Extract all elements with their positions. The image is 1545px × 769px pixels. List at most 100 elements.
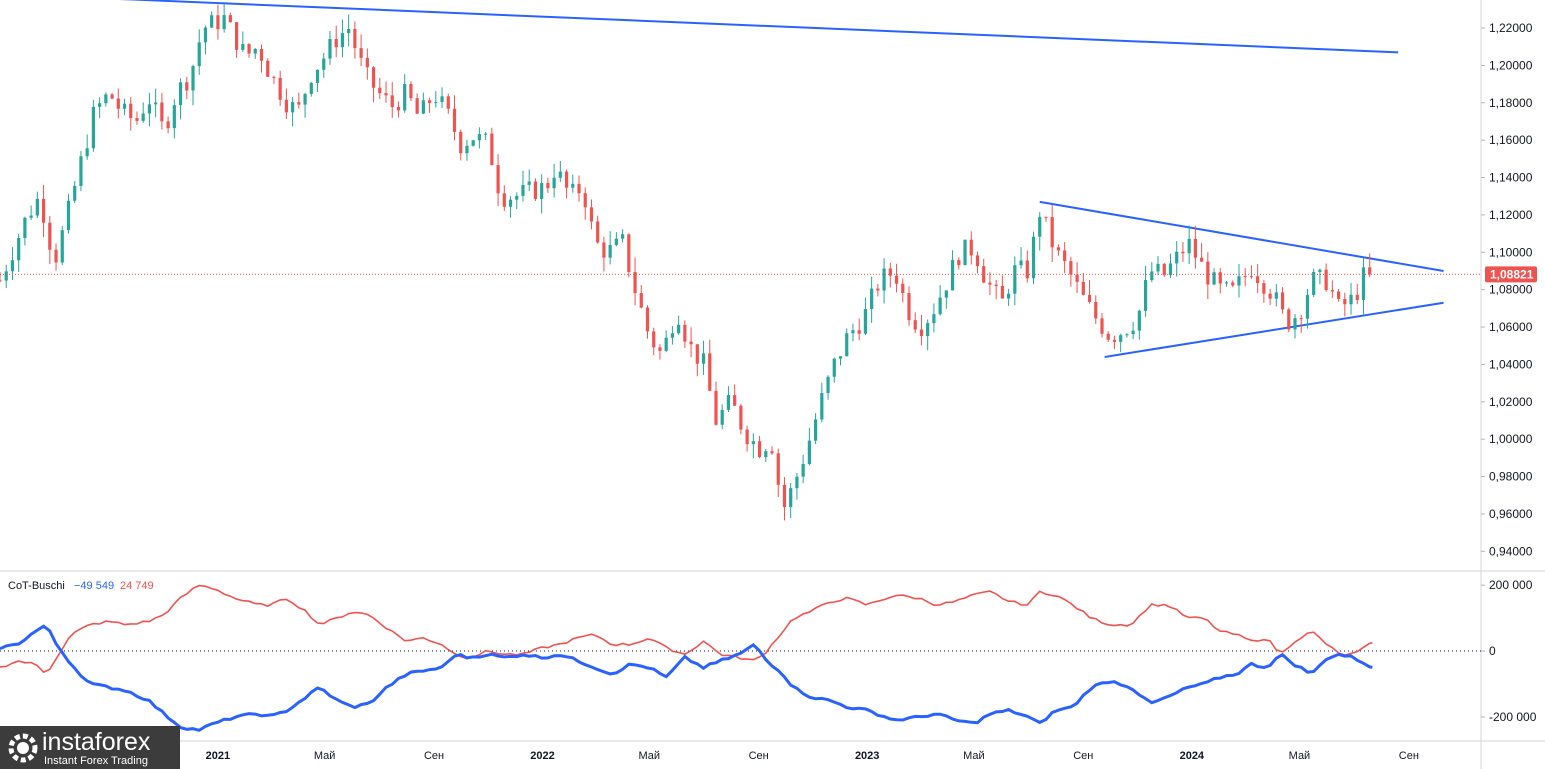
candle-body [0,280,2,282]
time-tick-label: Сен [1073,750,1093,762]
indicator-tick-label: -200 000 [1489,710,1537,724]
candle-body [1193,238,1197,258]
candle-body [1143,280,1148,311]
candle-body [129,103,133,119]
cot-indicator [0,584,1373,732]
candle-body [446,96,450,109]
candle-body [720,409,724,425]
candle-body [546,183,550,189]
candle-body [10,260,15,272]
candle-body [427,100,432,104]
candle-body [278,77,282,100]
candle-body [975,255,980,267]
candle-body [1013,265,1017,294]
candle-body [459,131,463,154]
candle-body [1081,281,1085,295]
candle-body [701,353,706,364]
candle-body [141,113,145,121]
candle-body [1324,269,1328,291]
candle-body [315,69,320,83]
candle-body [751,441,755,445]
candle-body [210,15,214,28]
candle-body [1019,260,1023,266]
candle-body [172,105,176,129]
candle-body [41,198,46,223]
candle-body [571,183,575,188]
candle-body [203,27,208,43]
candle-body [564,171,569,188]
price-tick-label: 1,22000 [1489,21,1533,35]
candle-body [770,451,774,454]
candle-body [733,395,737,406]
axes: 1,22000 1,20000 1,18000 1,16000 1,14000 1,120… [99,21,1536,762]
upper-long-trendline [119,0,1399,54]
candle-body [309,82,313,94]
candle-body [888,268,892,276]
price-tick-label: 1,16000 [1489,133,1533,147]
candle-body [851,330,855,334]
candle-body [870,288,874,310]
candle-body [1305,294,1310,319]
candle-body [689,341,693,345]
candle-body [222,15,226,30]
candle-body [328,38,332,59]
price-tick-label: 1,08000 [1489,283,1533,297]
triangle-lower [1104,301,1444,358]
time-tick-label: Сен [424,750,444,762]
candle-body [1224,282,1229,284]
cot-red-line [0,584,1373,674]
candle-body [814,419,818,441]
candle-body [764,451,768,458]
candle-body [247,43,251,54]
candle-body [216,15,220,30]
time-tick-label: Май [314,750,336,762]
candle-body [826,376,830,394]
candle-body [1007,293,1011,299]
time-tick-label: Май [638,750,660,762]
candle-body [241,43,245,50]
candle-body [894,275,899,284]
candle-body [633,272,637,294]
candle-body [1336,291,1341,299]
indicator-red-value: 24 749 [120,580,154,592]
candle-body [602,242,606,258]
candle-body [110,94,114,99]
candle-body [1025,260,1029,279]
time-tick-label: Май [963,750,985,762]
candle-body [558,171,562,178]
candle-body [1106,333,1110,340]
candle-body [135,118,139,121]
candle-body [907,292,911,321]
candle-body [533,181,538,199]
candle-body [801,463,805,477]
time-tick-label: 2022 [530,750,554,762]
candle-body [652,331,656,348]
candle-body [147,104,152,114]
price-tick-label: 1,04000 [1489,357,1533,371]
candle-body [1312,271,1316,295]
indicator-name: CoT-Buschi [8,580,65,592]
candle-body [645,307,650,332]
candle-body [1112,339,1117,342]
candle-body [4,271,8,281]
candle-body [1280,292,1285,310]
candle-body [857,330,861,334]
candle-body [66,200,71,231]
candle-body [303,93,307,105]
candle-body [521,184,525,196]
candle-body [166,121,170,129]
candle-body [789,488,793,508]
candle-body [950,260,955,291]
time-tick-label: Сен [749,750,769,762]
candle-body [932,314,936,324]
candle-body [508,199,513,207]
candle-body [371,67,376,88]
logo-tagline: Instant Forex Trading [44,755,148,767]
price-tick-label: 1,06000 [1489,320,1533,334]
candle-body [863,309,868,334]
candle-body [35,198,39,216]
candle-body [1293,318,1297,330]
candle-body [384,93,388,96]
candle-body [465,145,469,154]
